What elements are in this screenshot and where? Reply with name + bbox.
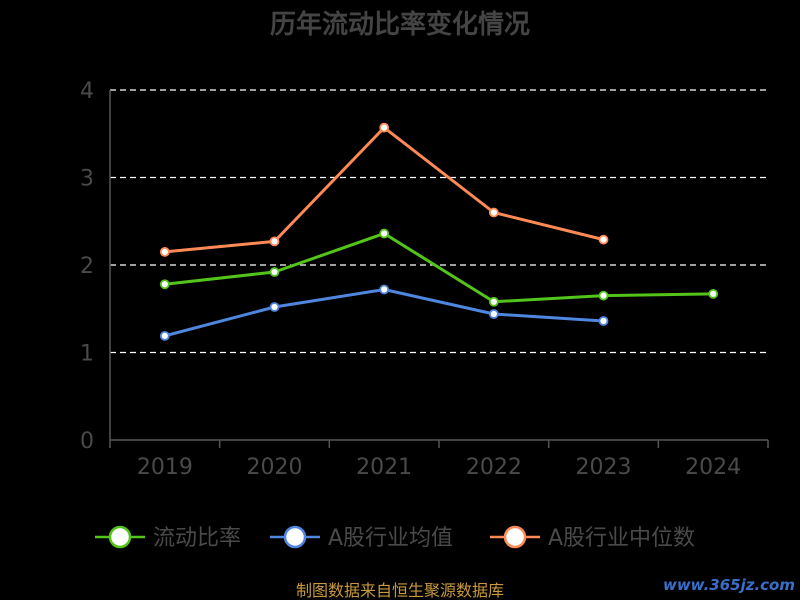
y-tick-label: 4 [80, 79, 94, 104]
x-tick-label: 2022 [466, 455, 522, 480]
x-tick-label: 2021 [356, 455, 412, 480]
x-tick-label: 2019 [137, 455, 193, 480]
y-tick-label: 1 [80, 342, 94, 367]
legend-label: A股行业中位数 [548, 526, 695, 551]
data-point [269, 302, 280, 312]
watermark: www.365jz.com [663, 576, 795, 594]
data-point [598, 234, 609, 245]
x-tick-label: 2020 [247, 455, 303, 480]
data-point [488, 296, 499, 307]
x-tick-label: 2024 [685, 455, 741, 480]
y-tick-label: 2 [80, 254, 94, 279]
data-point [708, 288, 719, 299]
axis-layer: 0 1 2 3 4 2019 2020 2021 2022 2023 2024 [80, 79, 769, 480]
series-line [164, 288, 604, 338]
series-line [164, 232, 714, 304]
data-point [269, 267, 280, 277]
y-tick-label: 0 [80, 429, 94, 454]
grid-layer [110, 89, 768, 354]
data-point [379, 228, 390, 239]
chart-title: 历年流动比率变化情况 [270, 9, 530, 40]
data-point [598, 290, 609, 301]
legend-marker [108, 525, 132, 549]
series-layer [159, 122, 719, 341]
legend-marker [283, 525, 307, 549]
y-tick-label: 3 [80, 167, 94, 192]
data-point [488, 207, 499, 218]
data-source-note: 制图数据来自恒生聚源数据库 [296, 581, 504, 600]
data-point [159, 279, 170, 290]
legend-label: 流动比率 [153, 526, 241, 551]
data-point [598, 316, 609, 326]
x-tick-label: 2023 [576, 455, 632, 480]
data-point [159, 246, 170, 257]
legend-label: A股行业均值 [328, 526, 453, 551]
data-point [159, 330, 170, 341]
data-point [269, 236, 280, 247]
data-point [488, 309, 499, 319]
legend-marker [503, 525, 527, 549]
data-point [379, 284, 390, 295]
legend: 流动比率 A股行业均值 A股行业中位数 [95, 525, 695, 551]
data-point [379, 122, 390, 133]
